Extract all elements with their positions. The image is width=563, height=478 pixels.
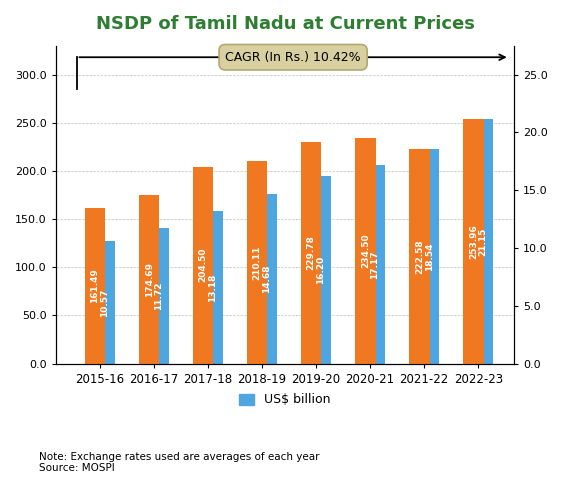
Bar bbox=[149, 228, 169, 364]
Bar bbox=[139, 196, 159, 364]
Bar bbox=[419, 149, 439, 364]
Bar bbox=[463, 119, 484, 364]
Bar bbox=[355, 138, 376, 364]
Bar bbox=[247, 161, 267, 364]
Bar bbox=[257, 194, 277, 364]
Bar bbox=[301, 142, 321, 364]
Text: 18.54: 18.54 bbox=[425, 242, 434, 271]
Title: NSDP of Tamil Nadu at Current Prices: NSDP of Tamil Nadu at Current Prices bbox=[96, 15, 475, 33]
Text: 204.50: 204.50 bbox=[199, 248, 208, 282]
Text: 161.49: 161.49 bbox=[91, 269, 100, 303]
Text: 17.17: 17.17 bbox=[370, 250, 379, 279]
Text: Note: Exchange rates used are averages of each year
Source: MOSPI: Note: Exchange rates used are averages o… bbox=[39, 452, 320, 473]
Bar bbox=[311, 176, 331, 364]
Text: 174.69: 174.69 bbox=[145, 262, 154, 297]
Bar bbox=[409, 149, 430, 364]
Text: 11.72: 11.72 bbox=[154, 282, 163, 310]
Text: 16.20: 16.20 bbox=[316, 256, 325, 284]
Legend: US$ billion: US$ billion bbox=[234, 389, 336, 412]
Text: 229.78: 229.78 bbox=[307, 236, 316, 271]
Bar bbox=[95, 241, 115, 364]
Text: 10.57: 10.57 bbox=[100, 288, 109, 317]
Text: 234.50: 234.50 bbox=[361, 233, 370, 268]
Text: CAGR (In Rs.) 10.42%: CAGR (In Rs.) 10.42% bbox=[225, 51, 361, 64]
Text: 14.68: 14.68 bbox=[262, 264, 271, 293]
Bar bbox=[473, 119, 493, 364]
Text: 222.58: 222.58 bbox=[415, 239, 424, 274]
Text: 21.15: 21.15 bbox=[479, 227, 488, 256]
Bar bbox=[84, 208, 105, 364]
Text: 253.96: 253.96 bbox=[469, 224, 478, 259]
Bar bbox=[365, 165, 385, 364]
Text: 13.18: 13.18 bbox=[208, 273, 217, 302]
Bar bbox=[203, 211, 223, 364]
Bar bbox=[193, 167, 213, 364]
Text: 210.11: 210.11 bbox=[253, 245, 262, 280]
